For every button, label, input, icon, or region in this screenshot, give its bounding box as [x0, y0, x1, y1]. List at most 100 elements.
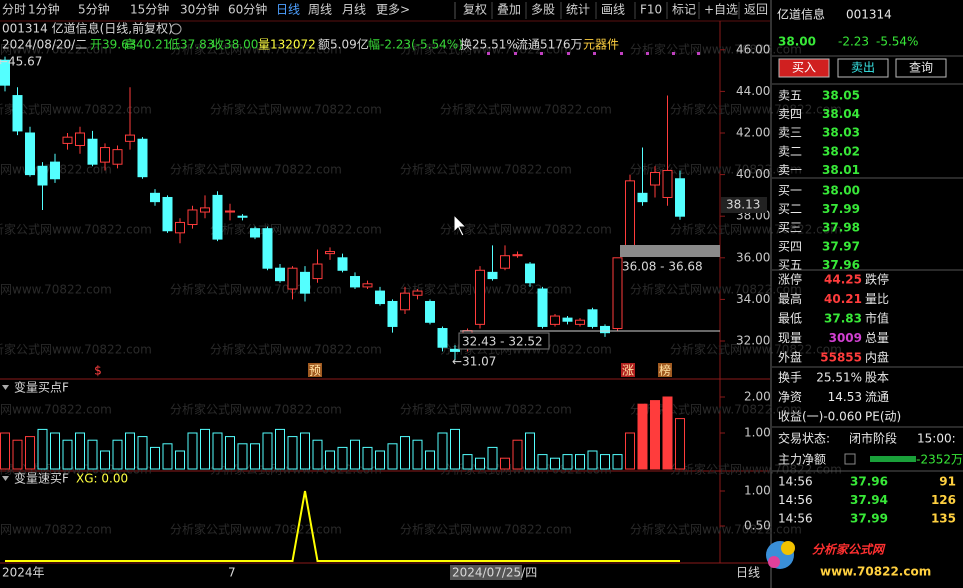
- indicator-bar: [450, 428, 460, 470]
- y-tick-label: 1.00: [744, 426, 771, 440]
- trade-button-bg: [837, 58, 889, 78]
- candle-body: [550, 315, 560, 325]
- range-label: 36.08 - 36.68: [622, 260, 703, 274]
- stat-label: 量比: [865, 292, 889, 306]
- last-price: 38.00: [778, 35, 816, 49]
- stat-value: 40.21: [824, 292, 862, 306]
- indicator-bar: [187, 432, 198, 470]
- stat-value: 44.25: [824, 273, 862, 287]
- event-marker: 预: [309, 364, 321, 378]
- indicator-bar: [625, 432, 635, 470]
- tool-button[interactable]: F10: [640, 3, 662, 17]
- flow-value: -2352万: [916, 453, 963, 467]
- stat-label: 股本: [865, 371, 889, 385]
- candle-body: [637, 192, 648, 203]
- period-tab[interactable]: 月线: [342, 3, 366, 17]
- period-tab[interactable]: 30分钟: [180, 2, 219, 17]
- candle-body: [537, 288, 548, 327]
- order-price: 38.02: [822, 144, 860, 158]
- price-change: -2.23: [838, 35, 869, 49]
- tool-button[interactable]: 画线: [601, 3, 625, 17]
- tool-button[interactable]: 多股: [531, 3, 555, 17]
- indicator-bar: [12, 439, 23, 470]
- candle-body: [562, 317, 573, 322]
- order-price: 37.96: [822, 258, 860, 272]
- candle-body: [600, 325, 610, 334]
- indicator-bar: [487, 446, 498, 470]
- candle-body: [212, 194, 223, 240]
- flow-label: 主力净额: [778, 453, 826, 467]
- candle-body: [675, 178, 685, 217]
- candle-body: [325, 251, 335, 255]
- trade-button[interactable]: 买入: [792, 61, 816, 75]
- y-tick-label: 1.00: [744, 484, 771, 498]
- trade-button[interactable]: 卖出: [851, 61, 875, 75]
- tool-button[interactable]: 返回: [744, 3, 768, 17]
- indicator-bar: [262, 432, 273, 470]
- candle-body: [250, 228, 260, 238]
- tool-button[interactable]: +自选: [704, 3, 738, 17]
- indicator-bar: [462, 454, 473, 470]
- watermark: 分析家公式网www.70822.com: [440, 222, 612, 237]
- watermark: 分析家公式网www.70822.com: [210, 342, 382, 357]
- header-range: 幅-2.23(-5.54%): [368, 37, 463, 52]
- period-tab[interactable]: 日线: [276, 3, 300, 17]
- stat-label: 最高: [778, 291, 802, 306]
- order-price: 37.98: [822, 221, 860, 235]
- period-tab[interactable]: 5分钟: [78, 2, 110, 17]
- candle-body: [375, 290, 385, 305]
- watermark: 分析家公式网www.70822.com: [400, 42, 572, 57]
- indicator-bar: [287, 436, 298, 470]
- candle-body: [262, 228, 273, 269]
- indicator-bar: [550, 457, 560, 470]
- indicator-bar: [312, 439, 323, 470]
- order-level: 买四: [778, 239, 802, 253]
- tool-button[interactable]: 叠加: [497, 3, 521, 17]
- y-tick-label: 46.00: [736, 42, 770, 56]
- order-price: 37.97: [822, 239, 860, 253]
- indicator-bar: [425, 450, 435, 470]
- candle-body: [362, 283, 373, 288]
- period-tab[interactable]: 更多>: [376, 3, 410, 17]
- tool-button[interactable]: 复权: [463, 3, 487, 17]
- stat-label: 换手: [778, 371, 802, 385]
- indicator-bar: [100, 450, 110, 470]
- watermark: 分析家公式网www.70822.com: [670, 102, 842, 117]
- period-tab[interactable]: 分时: [2, 3, 26, 17]
- period-tab[interactable]: 60分钟: [228, 2, 267, 17]
- candle-body: [125, 134, 135, 142]
- trade-time: 14:56: [778, 475, 813, 489]
- collapse-icon: [2, 476, 9, 481]
- order-price: 38.01: [822, 163, 860, 177]
- period-tab[interactable]: 15分钟: [130, 2, 169, 17]
- watermark: 分析家公式网www.70822.com: [0, 222, 152, 237]
- tool-button[interactable]: 统计: [566, 3, 590, 17]
- order-level: 卖三: [778, 126, 802, 140]
- candle-body: [412, 290, 423, 296]
- tool-button[interactable]: 标记: [672, 3, 696, 17]
- candle-body: [387, 300, 398, 327]
- period-tab[interactable]: 1分钟: [28, 2, 60, 17]
- watermark: 分析家公式网www.70822.com: [670, 222, 842, 237]
- indicator-bar: [62, 439, 73, 470]
- stat-value: 3009: [829, 331, 862, 345]
- range-box: [458, 332, 550, 350]
- signal-dot: [672, 52, 675, 55]
- signal-dot: [646, 52, 649, 55]
- stat-label: 市值: [865, 311, 889, 326]
- indicator-bar: [537, 454, 548, 470]
- event-marker: $: [94, 364, 102, 378]
- order-price: 38.04: [822, 107, 860, 121]
- indicator-bar: [400, 436, 410, 470]
- trade-button[interactable]: 查询: [909, 61, 933, 75]
- candle-body: [0, 59, 10, 86]
- trade-price: 37.94: [850, 493, 888, 507]
- event-marker-bg: [658, 363, 672, 377]
- candle-body: [612, 257, 623, 330]
- order-level: 卖四: [778, 107, 802, 121]
- candle-body: [300, 271, 310, 294]
- event-marker: 榜: [659, 363, 671, 378]
- period-tab[interactable]: 周线: [308, 3, 332, 17]
- indicator-bar: [137, 436, 148, 470]
